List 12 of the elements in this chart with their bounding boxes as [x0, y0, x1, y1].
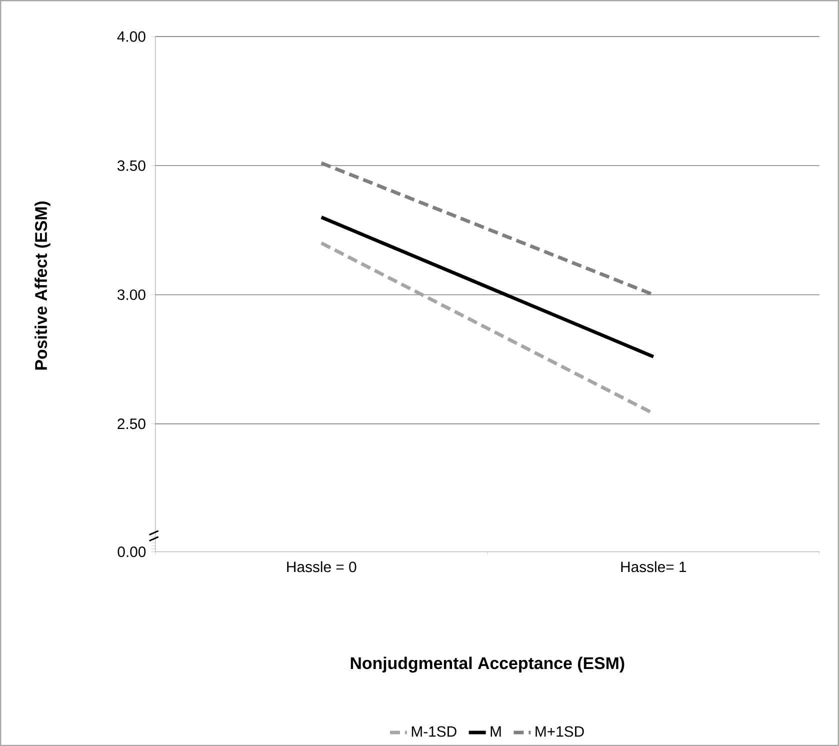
y-tick-label: 3.50: [117, 160, 146, 171]
y-tick-label: 3.00: [117, 289, 146, 300]
y-tick-label: 4.00: [117, 31, 146, 42]
category-label: Hassle = 0: [287, 561, 356, 572]
legend-label: M: [490, 726, 501, 736]
legend-label: M+1SD: [536, 726, 584, 737]
category-label: Hassle= 1: [621, 561, 686, 572]
text: 0.00: [118, 546, 146, 558]
text: Nonjudgmental Acceptance (ESM): [350, 656, 624, 673]
y-tick-label: 2.50: [118, 418, 146, 430]
legend-label: M-1SD: [412, 726, 456, 737]
y-axis-title: Positive Affect (ESM): [34, 201, 50, 370]
